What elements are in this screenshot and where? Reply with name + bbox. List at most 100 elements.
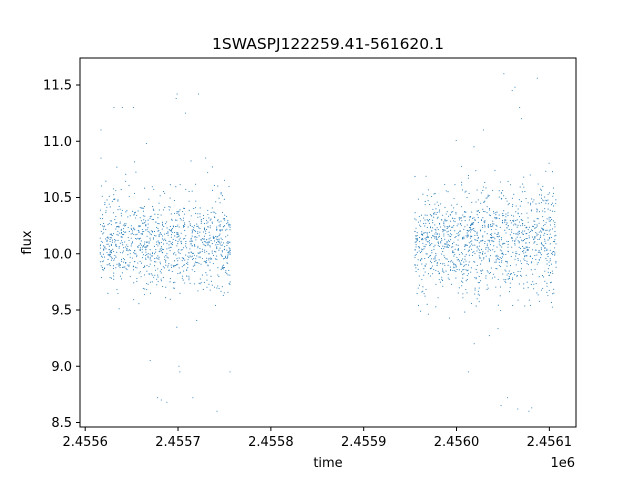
data-point	[548, 230, 550, 232]
data-point	[517, 270, 519, 273]
data-point	[183, 207, 186, 209]
data-point	[212, 211, 214, 213]
data-point	[508, 276, 510, 278]
data-point	[549, 224, 552, 226]
data-point	[414, 256, 416, 258]
data-point	[227, 241, 229, 243]
data-point	[432, 265, 434, 267]
data-point	[138, 226, 140, 228]
data-point	[157, 276, 159, 278]
data-point	[139, 248, 141, 250]
data-point	[153, 261, 156, 263]
data-point	[220, 193, 222, 195]
data-point	[497, 232, 499, 234]
data-point	[508, 228, 510, 231]
data-point	[552, 251, 554, 253]
data-point	[486, 206, 488, 208]
data-point	[444, 264, 446, 267]
chart-title: 1SWASPJ122259.41-561620.1	[212, 35, 444, 53]
data-point	[488, 195, 490, 197]
data-point	[528, 235, 530, 237]
data-point	[149, 237, 151, 239]
data-point	[134, 261, 136, 263]
data-point	[115, 244, 117, 246]
data-point	[142, 287, 144, 290]
data-point	[555, 199, 557, 201]
data-point	[139, 237, 141, 239]
data-point	[443, 263, 445, 265]
data-point	[482, 217, 484, 219]
data-point	[422, 239, 424, 241]
data-point	[190, 240, 192, 242]
data-point	[548, 216, 550, 218]
data-point	[214, 237, 216, 239]
data-point	[146, 241, 148, 243]
data-point	[414, 230, 416, 233]
data-point	[133, 252, 135, 254]
data-point	[487, 247, 489, 249]
data-point	[527, 229, 529, 231]
data-point	[112, 188, 115, 190]
data-point	[548, 238, 551, 240]
data-point	[428, 242, 431, 244]
data-point	[211, 250, 213, 252]
data-point	[192, 229, 194, 231]
data-point	[190, 243, 192, 245]
data-point	[159, 195, 161, 197]
data-point	[504, 221, 506, 223]
data-point	[497, 255, 499, 257]
data-point	[478, 245, 480, 247]
data-point	[168, 228, 170, 231]
data-point	[223, 218, 226, 220]
data-point	[494, 238, 496, 240]
data-point	[508, 202, 510, 204]
data-point	[200, 220, 202, 223]
data-point	[464, 264, 466, 266]
data-point	[130, 227, 132, 229]
data-point	[429, 219, 431, 221]
data-point	[481, 270, 483, 272]
data-point	[538, 276, 540, 278]
data-point	[435, 237, 437, 239]
data-point	[190, 237, 192, 239]
data-point	[498, 235, 501, 237]
data-point	[191, 226, 193, 228]
data-point	[458, 219, 460, 221]
data-point	[99, 209, 101, 211]
data-point	[189, 223, 191, 225]
data-point	[100, 185, 103, 187]
data-point	[546, 249, 548, 251]
data-point	[421, 250, 423, 252]
data-point	[119, 208, 121, 210]
data-point	[116, 222, 118, 224]
data-point	[554, 224, 556, 226]
data-point	[473, 250, 475, 253]
data-point	[103, 245, 105, 247]
data-point	[468, 219, 470, 221]
data-point	[218, 197, 220, 199]
data-point	[525, 251, 527, 253]
x-tick-label: 2.4557	[155, 435, 201, 450]
data-point	[123, 257, 125, 260]
data-point	[214, 211, 216, 213]
data-point	[109, 255, 111, 257]
data-point	[457, 244, 459, 246]
data-point	[465, 235, 467, 237]
data-point	[470, 267, 472, 269]
data-point	[443, 271, 445, 273]
data-point	[500, 257, 502, 259]
data-point	[146, 235, 148, 237]
data-point	[440, 262, 442, 265]
data-point	[463, 261, 465, 263]
data-point	[227, 257, 229, 259]
data-point	[440, 241, 442, 243]
data-point	[169, 281, 171, 283]
data-point	[149, 216, 151, 218]
data-point	[136, 254, 138, 256]
data-point	[525, 198, 527, 200]
data-point	[476, 264, 478, 266]
data-point	[223, 264, 225, 266]
data-point	[143, 274, 146, 276]
data-point	[547, 239, 549, 241]
data-point	[419, 260, 422, 262]
